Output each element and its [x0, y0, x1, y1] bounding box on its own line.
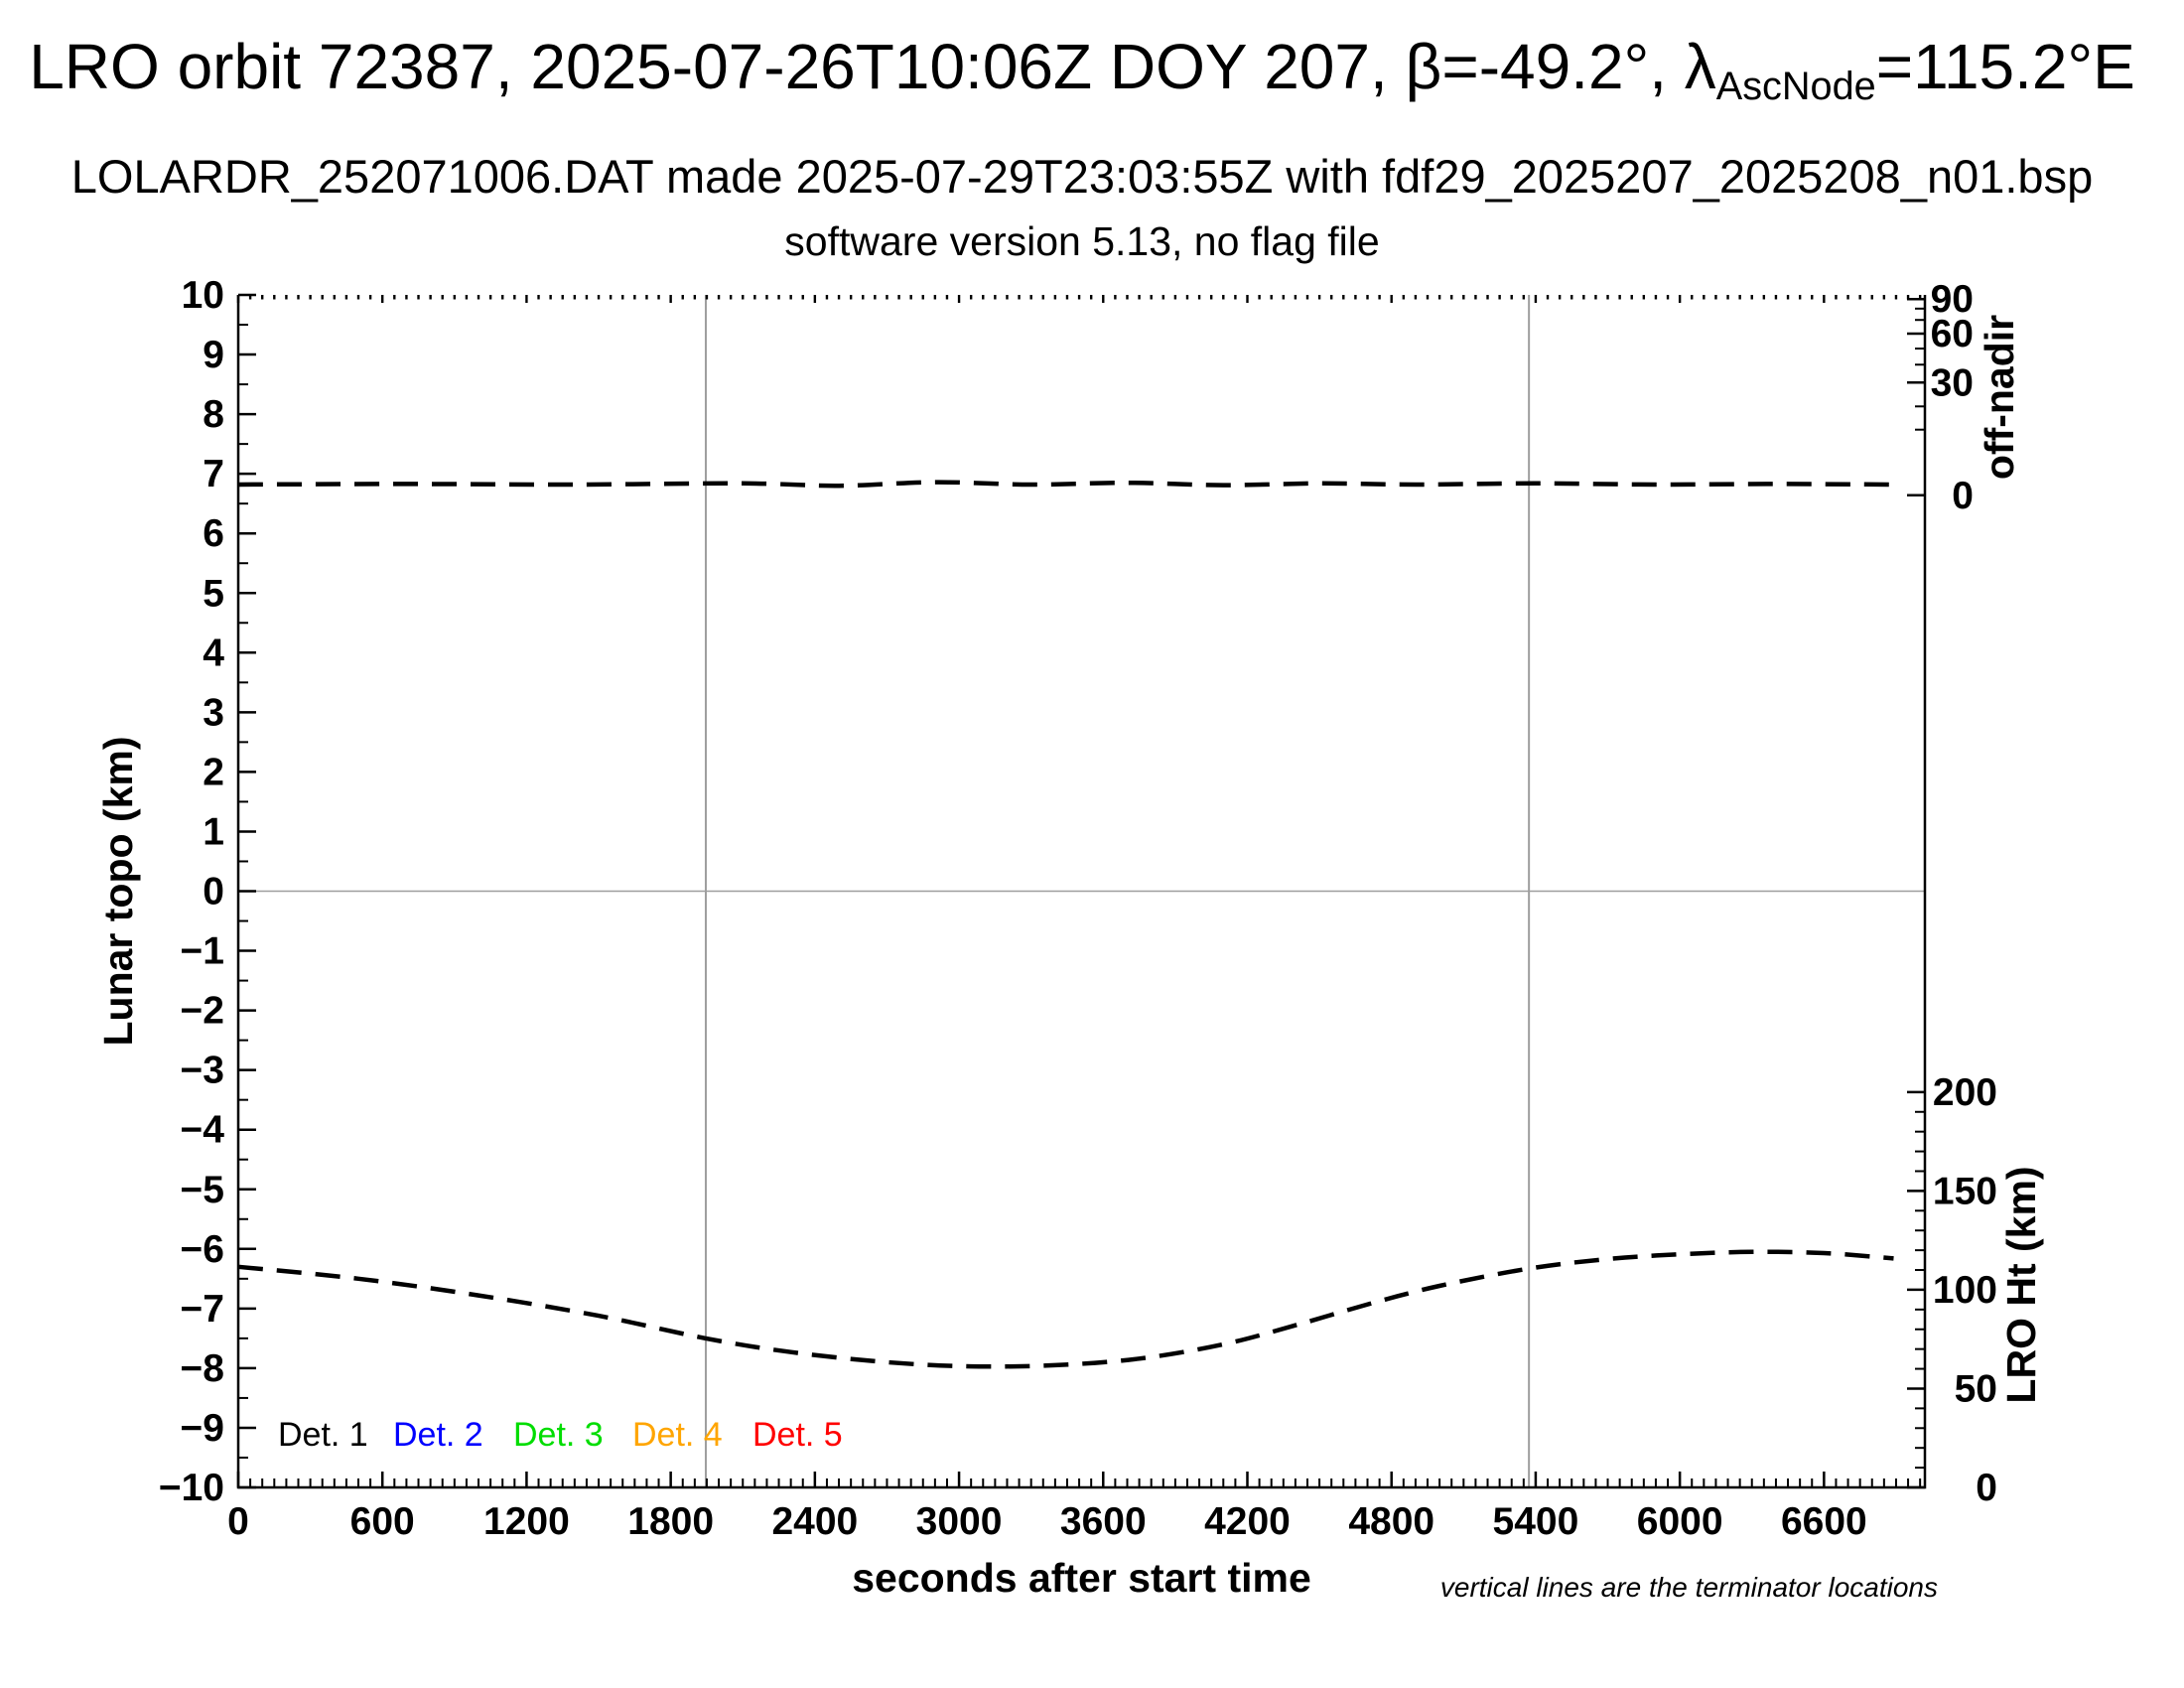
svg-text:6: 6 — [203, 512, 224, 555]
svg-text:10: 10 — [182, 274, 224, 317]
svg-text:200: 200 — [1933, 1071, 1997, 1114]
svg-text:−2: −2 — [181, 990, 224, 1033]
svg-text:−7: −7 — [181, 1288, 224, 1331]
svg-text:3000: 3000 — [916, 1500, 1003, 1543]
software-version-line: software version 5.13, no flag file — [784, 218, 1380, 264]
lro-ht-axis-ticks — [1907, 1090, 1925, 1489]
svg-text:2400: 2400 — [771, 1500, 858, 1543]
svg-text:7: 7 — [203, 453, 224, 495]
svg-text:1200: 1200 — [483, 1500, 570, 1543]
svg-text:9: 9 — [203, 334, 224, 376]
svg-text:100: 100 — [1933, 1269, 1997, 1312]
reference-lines — [238, 295, 1925, 1487]
legend-item-det-1: Det. 1 — [278, 1416, 368, 1454]
legend-item-det-3: Det. 3 — [513, 1416, 604, 1454]
title-prefix: LRO orbit 72387, 2025-07-26T10:06Z DOY 2… — [29, 31, 1716, 102]
svg-text:60: 60 — [1931, 313, 1974, 355]
footnote-group: vertical lines are the terminator locati… — [1440, 1572, 1938, 1603]
svg-text:−9: −9 — [181, 1407, 224, 1450]
left-axis-title: Lunar topo (km) — [95, 736, 141, 1046]
title-suffix: =115.2°E — [1875, 31, 2135, 102]
svg-text:0: 0 — [1952, 475, 1974, 517]
svg-text:−5: −5 — [181, 1169, 224, 1211]
off-nadir-curve — [237, 480, 1894, 489]
svg-text:−8: −8 — [181, 1347, 224, 1390]
svg-text:5400: 5400 — [1493, 1500, 1579, 1543]
terminator-footnote: vertical lines are the terminator locati… — [1440, 1572, 1938, 1603]
off-nadir-axis-title: off-nadir — [1977, 315, 2022, 480]
data-file-subtitle: LOLARDR_252071006.DAT made 2025-07-29T23… — [70, 150, 2094, 203]
svg-text:30: 30 — [1931, 361, 1974, 404]
x-axis-title: seconds after start time — [852, 1555, 1311, 1601]
svg-text:90: 90 — [1931, 278, 1974, 321]
svg-text:3: 3 — [203, 691, 224, 734]
svg-text:−10: −10 — [159, 1467, 224, 1509]
legend-item-det-5: Det. 5 — [752, 1416, 843, 1454]
lro-ht-axis-title: LRO Ht (km) — [1998, 1166, 2044, 1403]
svg-text:0: 0 — [227, 1500, 249, 1543]
x-axis-tick-labels: 0 600 1200 1800 2400 3000 3600 4200 4800 5400 6000… — [227, 1500, 1867, 1543]
svg-text:8: 8 — [203, 393, 224, 436]
off-nadir-axis-ticks — [1907, 297, 1925, 497]
svg-text:4800: 4800 — [1348, 1500, 1434, 1543]
lro-ht-axis-tick-labels: 0 50 100 150 200 — [1933, 1071, 1997, 1509]
left-axis-ticks — [238, 293, 256, 1489]
svg-text:0: 0 — [1976, 1467, 1997, 1509]
svg-text:5: 5 — [203, 572, 224, 615]
svg-text:4200: 4200 — [1204, 1500, 1291, 1543]
detector-legend: Det. 1 Det. 2 Det. 3 Det. 4 Det. 5 — [278, 1416, 843, 1454]
svg-text:1: 1 — [203, 810, 224, 853]
svg-text:0: 0 — [203, 871, 224, 914]
data-curves — [237, 480, 1894, 1369]
svg-text:−1: −1 — [181, 930, 224, 973]
svg-text:1800: 1800 — [627, 1500, 714, 1543]
svg-text:600: 600 — [350, 1500, 415, 1543]
svg-text:2: 2 — [203, 751, 224, 793]
svg-text:−4: −4 — [181, 1109, 225, 1152]
page-title: LRO orbit 72387, 2025-07-26T10:06Z DOY 2… — [0, 30, 2164, 108]
svg-text:50: 50 — [1955, 1367, 1997, 1410]
svg-text:6000: 6000 — [1637, 1500, 1723, 1543]
lro-height-curve — [237, 1249, 1894, 1369]
legend-item-det-4: Det. 4 — [632, 1416, 723, 1454]
svg-text:150: 150 — [1933, 1170, 1997, 1212]
svg-text:−6: −6 — [181, 1228, 224, 1271]
title-lambda-subscript: AscNode — [1715, 65, 1876, 109]
svg-text:−3: −3 — [181, 1050, 224, 1092]
svg-text:6600: 6600 — [1781, 1500, 1867, 1543]
x-axis-ticks — [236, 295, 1922, 1487]
svg-text:4: 4 — [203, 632, 224, 674]
axis-titles: Lunar topo (km) off-nadir LRO Ht (km) secon… — [95, 315, 2044, 1601]
legend-item-det-2: Det. 2 — [393, 1416, 483, 1454]
svg-text:3600: 3600 — [1060, 1500, 1147, 1543]
